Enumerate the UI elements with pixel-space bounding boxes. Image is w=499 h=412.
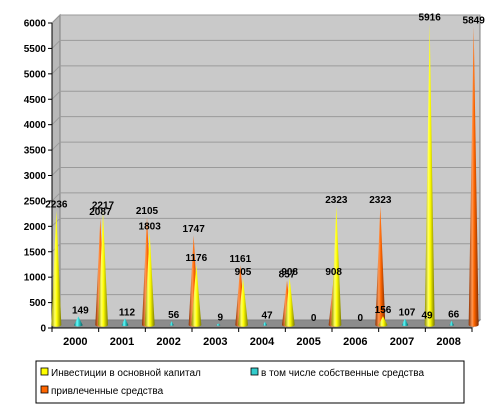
bar-series-0-2004 <box>238 277 248 327</box>
bar-series-2-2006 <box>375 205 386 327</box>
data-label-series-1-2008: 66 <box>448 310 460 321</box>
legend-swatch-1 <box>250 367 259 376</box>
y-tick-label: 5000 <box>24 69 47 80</box>
gridline-side <box>51 167 61 176</box>
x-tick-label: 2000 <box>63 336 87 348</box>
legend-label-2: привлеченные средства <box>51 386 164 397</box>
gridline-side <box>51 40 61 49</box>
grid-lines <box>51 14 480 303</box>
data-label-series-1-2002: 56 <box>168 310 180 321</box>
data-label-series-0-2006: 2323 <box>325 195 348 206</box>
bar-series-1-2008 <box>449 320 454 326</box>
data-label-series-2-2007: 49 <box>421 311 433 322</box>
bar-series-0-2003 <box>191 264 202 327</box>
data-label-series-0-2000: 2236 <box>45 199 68 210</box>
bar-series-0-2006 <box>331 205 342 327</box>
x-axis: 2000 2001 2002 2003 2004 2005 2006 2007 2008 <box>51 328 473 348</box>
gridline-side <box>51 14 61 24</box>
data-label-series-1-2004: 47 <box>261 311 273 322</box>
x-tick-label: 2001 <box>110 336 134 348</box>
bar-series-1-2000 <box>74 316 83 327</box>
data-label-series-0-2003: 1176 <box>185 253 207 264</box>
bar-series-1-2003 <box>216 323 221 326</box>
x-tick-label: 2007 <box>390 336 414 348</box>
bar-series-1-2004 <box>263 321 267 326</box>
data-label-series-0-2002: 1803 <box>139 221 162 232</box>
bar-series-2-2008 <box>468 26 479 327</box>
data-label-series-0-2008: 5916 <box>419 12 442 23</box>
legend-label-0: Инвестиции в основной капитал <box>51 368 201 379</box>
bar-series-1-2002 <box>169 321 174 326</box>
data-label-series-2-2001: 2105 <box>136 206 159 217</box>
bar-series-1-2007 <box>401 318 409 327</box>
data-label-series-0-2005: 908 <box>281 267 298 278</box>
legend-item-0: Инвестиции в основной капитал <box>40 367 201 379</box>
y-tick-label: 2500 <box>24 196 47 207</box>
x-tick-label: 2006 <box>343 336 367 348</box>
x-tick-label: 2002 <box>156 336 180 348</box>
x-tick-label: 2005 <box>296 336 320 348</box>
data-label-series-2-2008: 5849 <box>463 16 486 27</box>
bar-series-0-2001 <box>98 211 108 327</box>
data-label-series-1-2001: 112 <box>119 307 136 318</box>
bars <box>51 23 479 327</box>
gridline-side <box>51 141 61 151</box>
bar-series-0-2007 <box>378 316 388 327</box>
y-tick-label: 1500 <box>24 247 47 258</box>
legend-swatch-0 <box>40 367 49 376</box>
legend-frame <box>35 360 465 404</box>
data-label-series-1-2000: 149 <box>72 305 89 316</box>
y-tick-label: 3000 <box>24 171 47 182</box>
data-label-series-1-2006: 0 <box>358 313 364 324</box>
data-label-series-0-2007: 156 <box>375 305 392 316</box>
gridline-side <box>51 192 61 202</box>
legend-item-2: привлеченные средства <box>40 385 164 397</box>
data-label-series-1-2005: 0 <box>311 313 317 324</box>
data-label-series-2-2003: 1161 <box>229 254 251 265</box>
bar-series-1-2001 <box>121 318 129 327</box>
y-tick-label: 0 <box>40 324 46 335</box>
gridline-side <box>51 116 61 126</box>
legend-item-1: в том числе собственные средства <box>250 367 424 379</box>
x-tick-label: 2008 <box>436 336 460 348</box>
data-label-series-1-2007: 107 <box>399 308 416 319</box>
data-label-series-2-2005: 908 <box>325 267 342 278</box>
gridline-side <box>51 90 61 100</box>
plot-area: 0 500 1000 1500 2000 2500 3000 3500 4000 4500 5000… <box>24 12 485 348</box>
legend: Инвестиции в основной капитал в том числ… <box>35 360 465 404</box>
data-label-series-0-2001: 2217 <box>92 200 115 211</box>
bar-series-0-2005 <box>284 277 295 327</box>
bar-series-0-2000 <box>51 210 62 327</box>
bar-series-0-2002 <box>144 232 155 327</box>
x-tick-label: 2003 <box>203 336 227 348</box>
data-label-series-2-2002: 1747 <box>183 224 206 235</box>
data-label-series-2-2006: 2323 <box>369 195 392 206</box>
x-tick-label: 2004 <box>250 336 275 348</box>
data-label-series-2-2004: 857 <box>279 269 296 280</box>
data-label-series-1-2003: 9 <box>218 313 224 324</box>
legend-label-1: в том числе собственные средства <box>261 367 424 379</box>
y-tick-label: 3500 <box>24 146 47 157</box>
y-axis: 0 500 1000 1500 2000 2500 3000 3500 4000 4500 5000… <box>24 19 52 335</box>
y-tick-label: 500 <box>29 298 46 309</box>
y-tick-label: 1000 <box>24 273 47 284</box>
y-tick-label: 2000 <box>24 222 47 233</box>
data-label-series-0-2004: 905 <box>235 267 252 278</box>
y-tick-label: 4000 <box>24 120 47 131</box>
y-tick-label: 6000 <box>24 19 47 30</box>
legend-swatch-2 <box>40 385 49 394</box>
y-tick-label: 5500 <box>24 44 47 55</box>
y-tick-label: 4500 <box>24 95 47 106</box>
bar-series-0-2008 <box>424 23 435 327</box>
gridline-side <box>51 65 61 75</box>
data-label-series-2-2000: 2087 <box>89 207 112 218</box>
